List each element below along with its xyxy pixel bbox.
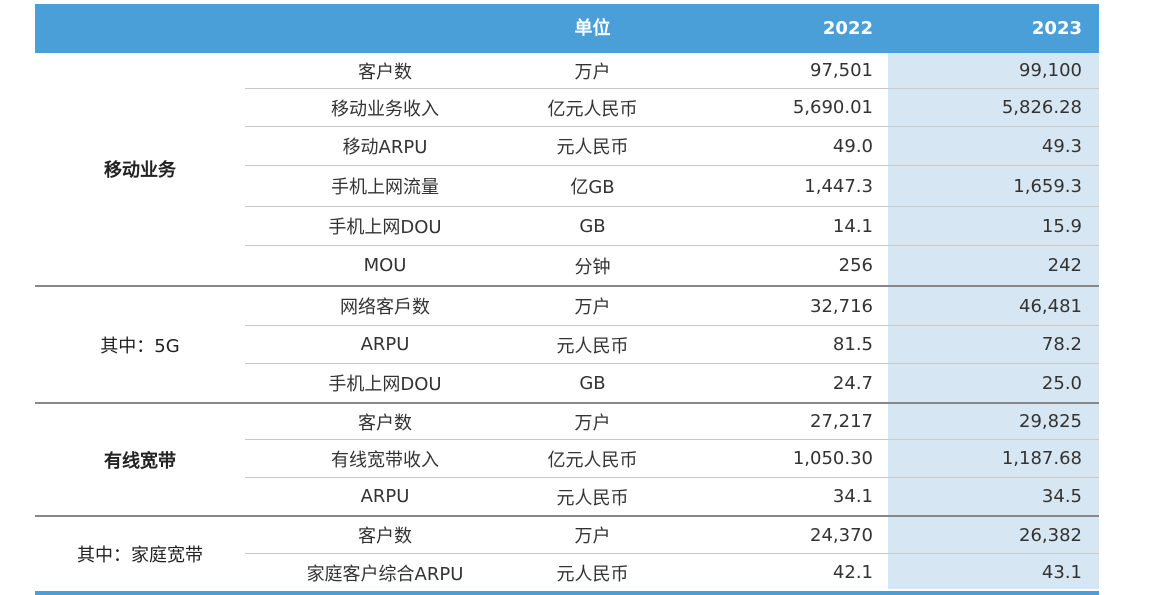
table-group: 移动业务 客户数 万户 97,501 99,100 移动业务收入 亿元人民币 5,690.01…	[35, 53, 1099, 287]
table-row: MOU 分钟 256 242	[245, 245, 1099, 285]
metric-cell: 客户数	[358, 61, 412, 83]
value-2023-cell: 15.9	[1041, 215, 1082, 237]
value-2023-cell: 29,825	[1019, 411, 1082, 432]
metric-cell: ARPU	[360, 334, 410, 355]
table-row: 家庭客户综合ARPU 元人民币 42.1 43.1	[245, 553, 1099, 591]
table-row: ARPU 元人民币 34.1 34.5	[245, 477, 1099, 515]
unit-cell: 亿元人民币	[547, 449, 638, 471]
value-2023-cell: 25.0	[1041, 372, 1082, 394]
unit-cell: GB	[579, 372, 606, 394]
metric-cell: 手机上网DOU	[328, 374, 442, 395]
table-row: 客户数 万户 24,370 26,382	[245, 517, 1099, 553]
table-row: 客户数 万户 97,501 99,100	[245, 53, 1099, 88]
unit-cell: 元人民币	[556, 487, 629, 509]
table-row: 网络客戶数 万户 32,716 46,481	[245, 287, 1099, 325]
value-2023-cell: 34.5	[1041, 486, 1082, 507]
value-2022-cell: 14.1	[832, 215, 873, 237]
table-body: 移动业务 客户数 万户 97,501 99,100 移动业务收入 亿元人民币 5,690.01…	[35, 53, 1099, 595]
value-2022-cell: 24.7	[832, 372, 873, 394]
header-2023: 2023	[1031, 18, 1082, 39]
table-row: 移动业务收入 亿元人民币 5,690.01 5,826.28	[245, 88, 1099, 126]
value-2023-cell: 78.2	[1041, 334, 1082, 355]
metric-cell: 有线宽带收入	[331, 449, 439, 471]
value-2022-cell: 27,217	[810, 411, 873, 432]
value-2023-cell: 26,382	[1019, 524, 1082, 546]
value-2022-cell: 5,690.01	[792, 97, 873, 118]
unit-cell: 万户	[574, 61, 611, 83]
metric-cell: 手机上网流量	[331, 177, 439, 198]
table-row: 手机上网DOU GB 14.1 15.9	[245, 206, 1099, 245]
table-row: 有线宽带收入 亿元人民币 1,050.30 1,187.68	[245, 439, 1099, 477]
value-2023-cell: 99,100	[1019, 60, 1082, 81]
value-2022-cell: 81.5	[832, 334, 873, 355]
unit-cell: 元人民币	[556, 335, 629, 357]
value-2023-cell: 46,481	[1019, 295, 1082, 317]
table-row: 移动ARPU 元人民币 49.0 49.3	[245, 126, 1099, 165]
header-unit: 单位	[574, 18, 611, 39]
unit-cell: 亿GB	[570, 177, 615, 198]
table-row: ARPU 元人民币 81.5 78.2	[245, 325, 1099, 363]
table-group: 其中：5G 网络客戶数 万户 32,716 46,481 ARPU 元人民币 81.5 78.2…	[35, 287, 1099, 404]
value-2023-cell: 242	[1047, 255, 1082, 276]
header-2022: 2022	[822, 18, 873, 39]
metric-cell: 移动ARPU	[342, 137, 428, 158]
metric-cell: MOU	[363, 255, 407, 276]
value-2023-cell: 43.1	[1041, 562, 1082, 583]
value-2023-cell: 1,659.3	[1013, 175, 1082, 197]
unit-cell: 元人民币	[556, 563, 629, 585]
metric-cell: 手机上网DOU	[328, 217, 442, 238]
data-table: 单位 2022 2023 移动业务 客户数 万户 97,501 99,100 移动业务收入…	[35, 4, 1099, 595]
value-2022-cell: 24,370	[810, 524, 873, 546]
value-2022-cell: 32,716	[810, 295, 873, 317]
metric-cell: ARPU	[360, 486, 410, 507]
metric-cell: 客户数	[358, 526, 412, 547]
table-row: 手机上网DOU GB 24.7 25.0	[245, 363, 1099, 402]
value-2022-cell: 49.0	[832, 135, 873, 157]
value-2023-cell: 5,826.28	[1001, 97, 1082, 118]
unit-cell: GB	[579, 215, 606, 237]
value-2023-cell: 1,187.68	[1001, 448, 1082, 469]
unit-cell: 亿元人民币	[547, 98, 638, 120]
table-group: 有线宽带 客户数 万户 27,217 29,825 有线宽带收入 亿元人民币 1,050.30…	[35, 404, 1099, 517]
group-label: 移动业务	[104, 160, 176, 181]
value-2022-cell: 1,050.30	[792, 448, 873, 469]
table-row: 手机上网流量 亿GB 1,447.3 1,659.3	[245, 165, 1099, 206]
unit-cell: 万户	[574, 526, 611, 547]
unit-cell: 分钟	[574, 256, 611, 278]
value-2022-cell: 256	[838, 255, 873, 276]
unit-cell: 万户	[574, 412, 611, 434]
metric-cell: 网络客戶数	[340, 297, 430, 318]
metric-cell: 移动业务收入	[331, 98, 439, 120]
metric-cell: 客户数	[358, 412, 412, 434]
value-2022-cell: 42.1	[832, 562, 873, 583]
value-2022-cell: 97,501	[810, 60, 873, 81]
value-2022-cell: 34.1	[832, 486, 873, 507]
unit-cell: 元人民币	[556, 137, 629, 158]
value-2022-cell: 1,447.3	[804, 175, 873, 197]
group-label: 有线宽带	[104, 450, 176, 472]
group-label: 其中：5G	[100, 335, 180, 357]
table-group: 其中：家庭宽带 客户数 万户 24,370 26,382 家庭客户综合ARPU 元人民币 42…	[35, 517, 1099, 595]
table-header: 单位 2022 2023	[35, 4, 1099, 53]
metric-cell: 家庭客户综合ARPU	[306, 563, 464, 585]
group-label: 其中：家庭宽带	[77, 545, 203, 566]
table-row: 客户数 万户 27,217 29,825	[245, 404, 1099, 439]
col-2023-highlight	[888, 53, 1099, 589]
unit-cell: 万户	[574, 297, 611, 318]
value-2023-cell: 49.3	[1041, 135, 1082, 157]
